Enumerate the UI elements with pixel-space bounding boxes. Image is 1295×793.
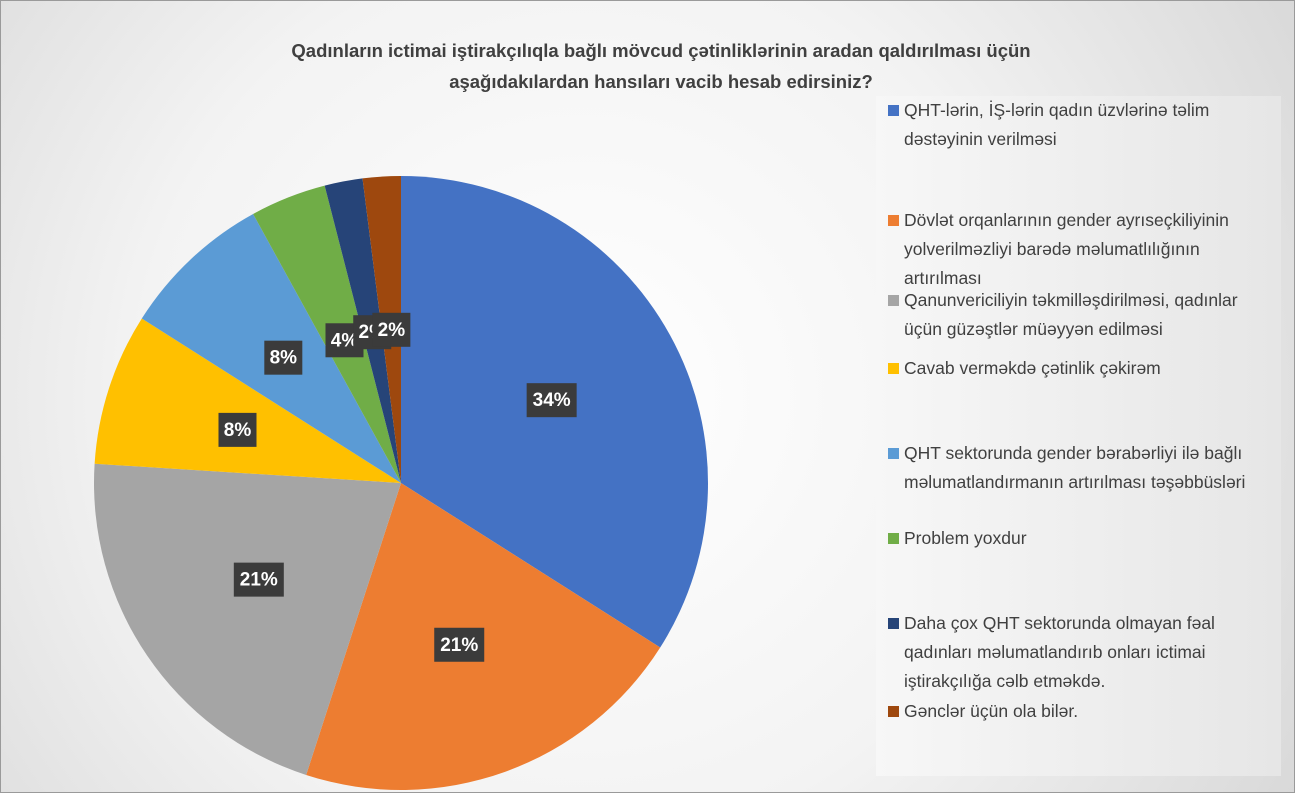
legend-swatch	[888, 533, 899, 544]
data-label-box	[434, 627, 485, 662]
legend-label: QHT sektorunda gender bərabərliyi ilə ba…	[904, 443, 1246, 492]
data-label: 2%	[372, 312, 411, 347]
legend-entry: Cavab verməkdə çətinlik çəkirəm	[882, 354, 1274, 383]
data-label-box	[233, 562, 284, 597]
legend-label: QHT-lərin, İŞ-lərin qadın üzvlərinə təli…	[904, 100, 1210, 149]
legend-entry: QHT-lərin, İŞ-lərin qadın üzvlərinə təli…	[882, 96, 1274, 154]
legend-label: Dövlət orqanlarının gender ayrıseçkiliyi…	[904, 210, 1229, 288]
legend-label: Problem yoxdur	[904, 528, 1027, 548]
pie-slice	[94, 318, 401, 483]
legend-entry: Daha çox QHT sektorunda olmayan fəal qad…	[882, 609, 1274, 696]
chart-title: Qadınların ictimai iştirakçılıqla bağlı …	[291, 40, 1031, 92]
data-label-box	[218, 412, 257, 447]
data-label: 8%	[264, 340, 303, 375]
legend-swatch	[888, 105, 899, 116]
legend-entry: Problem yoxdur	[882, 524, 1274, 553]
legend-swatch	[888, 215, 899, 226]
data-label-text: 8%	[270, 348, 298, 369]
data-label: 8%	[218, 412, 257, 447]
legend-label: Cavab verməkdə çətinlik çəkirəm	[904, 358, 1161, 378]
legend-entry: Dövlət orqanlarının gender ayrıseçkiliyi…	[882, 206, 1274, 293]
data-label-text: 4%	[331, 330, 359, 351]
legend-swatch	[888, 295, 899, 306]
legend-swatch	[888, 448, 899, 459]
legend-entry: Gənclər üçün ola bilər.	[882, 697, 1274, 726]
pie: 34%21%21%8%8%4% 2%2%	[94, 176, 708, 791]
data-label-box	[372, 312, 411, 347]
legend-entry: Qanunvericiliyin təkmilləşdirilməsi, qad…	[882, 286, 1274, 344]
data-label: 21%	[233, 562, 284, 597]
data-label-text: 8%	[224, 420, 252, 441]
legend-swatch	[888, 363, 899, 374]
legend-label: Daha çox QHT sektorunda olmayan fəal qad…	[904, 613, 1215, 691]
legend-label: Qanunvericiliyin təkmilləşdirilməsi, qad…	[904, 290, 1238, 339]
data-label-box	[264, 340, 303, 375]
data-label-text: 21%	[240, 570, 278, 591]
data-label-text: 34%	[533, 390, 571, 411]
legend-swatch	[888, 706, 899, 717]
data-label-text: 2%	[378, 320, 406, 341]
data-label: 21%	[434, 627, 485, 662]
legend-entry: QHT sektorunda gender bərabərliyi ilə ba…	[882, 439, 1274, 497]
legend: QHT-lərin, İŞ-lərin qadın üzvlərinə təli…	[876, 96, 1281, 776]
legend-label: Gənclər üçün ola bilər.	[904, 701, 1079, 721]
pie-slice	[94, 463, 402, 775]
data-label-box	[526, 383, 577, 418]
data-label-text: 21%	[440, 635, 478, 656]
data-label: 34%	[526, 383, 577, 418]
legend-swatch	[888, 618, 899, 629]
